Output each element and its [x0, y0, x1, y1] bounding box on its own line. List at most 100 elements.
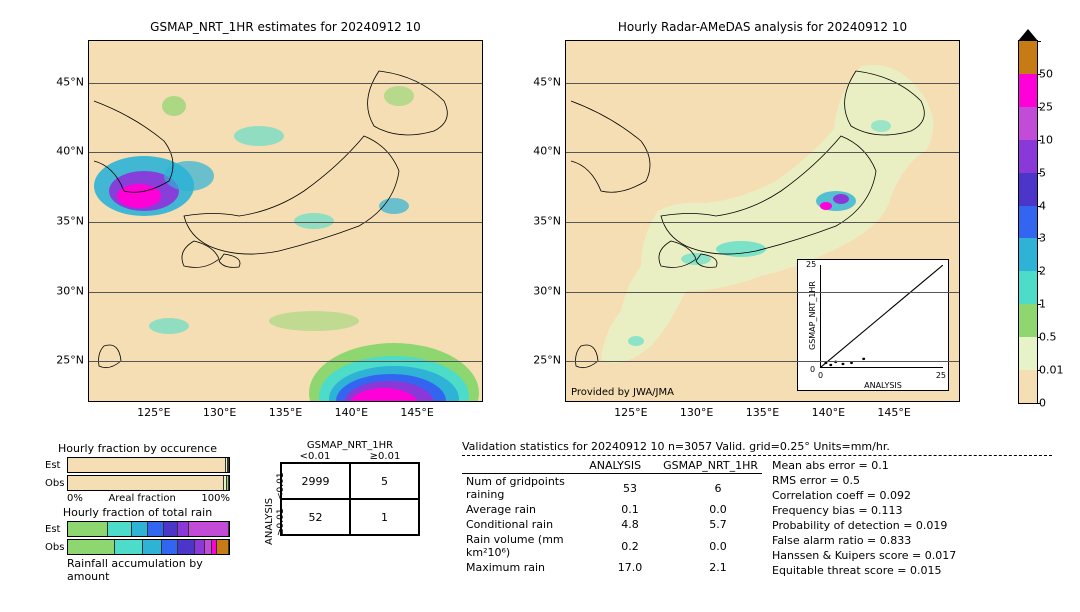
bar-seg: [148, 522, 164, 536]
tick-y: 30°N: [531, 284, 561, 297]
tick-y: 45°N: [54, 75, 84, 88]
tick-x: 130°E: [200, 406, 240, 419]
tick-x: 125°E: [134, 406, 174, 419]
colorbar-tick: 10: [1039, 133, 1053, 146]
bar-seg: [68, 522, 108, 536]
matrix-cell-00: 2999: [281, 463, 350, 499]
score-row: Frequency bias = 0.113: [772, 503, 1062, 518]
inset-xlabel: ANALYSIS: [808, 381, 958, 390]
contingency-table: GSMAP_NRT_1HR <0.01 ≥0.01 ANALYSIS <0.01…: [250, 440, 420, 536]
stat-val-b: 5.7: [674, 517, 762, 532]
score-row: Correlation coeff = 0.092: [772, 488, 1062, 503]
colorbar-seg: [1019, 238, 1037, 271]
bar-seg: [178, 522, 190, 536]
colorbar-seg: [1019, 304, 1037, 337]
colorbar-tick: 0.5: [1039, 331, 1057, 344]
tick-x: 140°E: [331, 406, 371, 419]
tick-y: 35°N: [54, 215, 84, 228]
map-gsmap: [88, 40, 483, 402]
matrix-cell-01: 5: [350, 463, 419, 499]
occ-est-bar: [67, 457, 230, 473]
tick-y: 25°N: [54, 354, 84, 367]
matrix-row-title: ANALYSIS: [264, 498, 275, 545]
colorbar-seg: [1019, 173, 1037, 206]
score-row: False alarm ratio = 0.833: [772, 533, 1062, 548]
score-row: Equitable threat score = 0.015: [772, 563, 1062, 578]
bar-seg: [164, 522, 177, 536]
occ-axis-left: 0%: [67, 493, 83, 504]
stats-scores: Mean abs error = 0.1RMS error = 0.5Corre…: [762, 458, 1062, 578]
colorbar-tick: 0.01: [1039, 364, 1064, 377]
bar-seg: [143, 540, 162, 554]
tick-x: 145°E: [874, 406, 914, 419]
tick-y: 30°N: [54, 284, 84, 297]
colorbar-seg: [1019, 41, 1037, 74]
stats-col0: ANALYSIS: [571, 458, 659, 474]
bar-seg: [68, 540, 115, 554]
tick-x: 140°E: [808, 406, 848, 419]
totalrain-title: Hourly fraction of total rain: [45, 506, 230, 519]
colorbar-seg: [1019, 206, 1037, 239]
stat-val-b: 0.0: [674, 502, 762, 517]
tick-y: 35°N: [531, 215, 561, 228]
stats-title: Validation statistics for 20240912 10 n=…: [462, 440, 1062, 453]
stat-label: Num of gridpoints raining: [462, 474, 586, 502]
bar-seg: [178, 540, 194, 554]
bar-seg: [68, 476, 224, 490]
validation-stats: Validation statistics for 20240912 10 n=…: [462, 440, 1062, 578]
tr-est-bar: [67, 521, 230, 537]
stat-label: Average rain: [462, 502, 586, 517]
stat-val-a: 0.2: [586, 532, 674, 560]
occurrence-title: Hourly fraction by occurence: [45, 442, 230, 455]
inset-tick-x0: 0: [818, 371, 823, 380]
score-row: Mean abs error = 0.1: [772, 458, 1062, 473]
occ-obs-label: Obs: [45, 478, 67, 489]
occ-est-label: Est: [45, 460, 67, 471]
stats-col1: GSMAP_NRT_1HR: [659, 458, 762, 474]
tick-x: 145°E: [397, 406, 437, 419]
occurrence-chart: Hourly fraction by occurence Est Obs 0% …: [45, 440, 230, 585]
stat-val-a: 53: [586, 474, 674, 502]
stat-val-b: 6: [674, 474, 762, 502]
inset-tick-y0: 0: [810, 365, 815, 374]
radar-attribution: Provided by JWA/JMA: [571, 387, 674, 398]
stat-label: Rain volume (mm km²10⁶): [462, 532, 586, 560]
tr-est-label: Est: [45, 524, 67, 535]
tick-y: 25°N: [531, 354, 561, 367]
stats-table: ANALYSISGSMAP_NRT_1HR Num of gridpoints …: [462, 458, 762, 578]
bar-seg: [115, 540, 143, 554]
bar-seg: [217, 540, 229, 554]
tr-obs-bar: [67, 539, 230, 555]
bar-seg: [68, 458, 226, 472]
tick-y: 40°N: [531, 145, 561, 158]
colorbar-seg: [1019, 74, 1037, 107]
colorbar-over-arrow: [1018, 29, 1038, 41]
stat-val-b: 2.1: [674, 560, 762, 575]
bar-seg: [189, 522, 229, 536]
matrix-row0: <0.01: [276, 472, 286, 500]
stat-val-a: 4.8: [586, 517, 674, 532]
tick-x: 130°E: [677, 406, 717, 419]
map-radar: Provided by JWA/JMA GSMAP_NRT_1HR ANALYS…: [565, 40, 960, 402]
matrix-col1: ≥0.01: [350, 451, 420, 462]
bar-seg: [205, 540, 212, 554]
colorbar-seg: [1019, 140, 1037, 173]
score-row: Hanssen & Kuipers score = 0.017: [772, 548, 1062, 563]
score-row: Probability of detection = 0.019: [772, 518, 1062, 533]
bar-seg: [132, 522, 148, 536]
colorbar-seg: [1019, 337, 1037, 370]
stat-val-a: 17.0: [586, 560, 674, 575]
occ-axis-mid: Areal fraction: [108, 493, 175, 504]
stats-separator: [462, 455, 1052, 456]
matrix-cell-11: 1: [350, 499, 419, 535]
stat-label: Conditional rain: [462, 517, 586, 532]
colorbar: 00.010.512345102550: [1018, 40, 1038, 404]
colorbar-seg: [1019, 370, 1037, 403]
inset-tick-y1: 25: [806, 260, 816, 269]
colorbar-tick: 25: [1039, 100, 1053, 113]
tick-y: 45°N: [531, 75, 561, 88]
colorbar-tick: 50: [1039, 67, 1053, 80]
tr-obs-label: Obs: [45, 542, 67, 553]
matrix-col-title: GSMAP_NRT_1HR: [250, 440, 420, 451]
precip-blobs-left: [94, 86, 479, 402]
